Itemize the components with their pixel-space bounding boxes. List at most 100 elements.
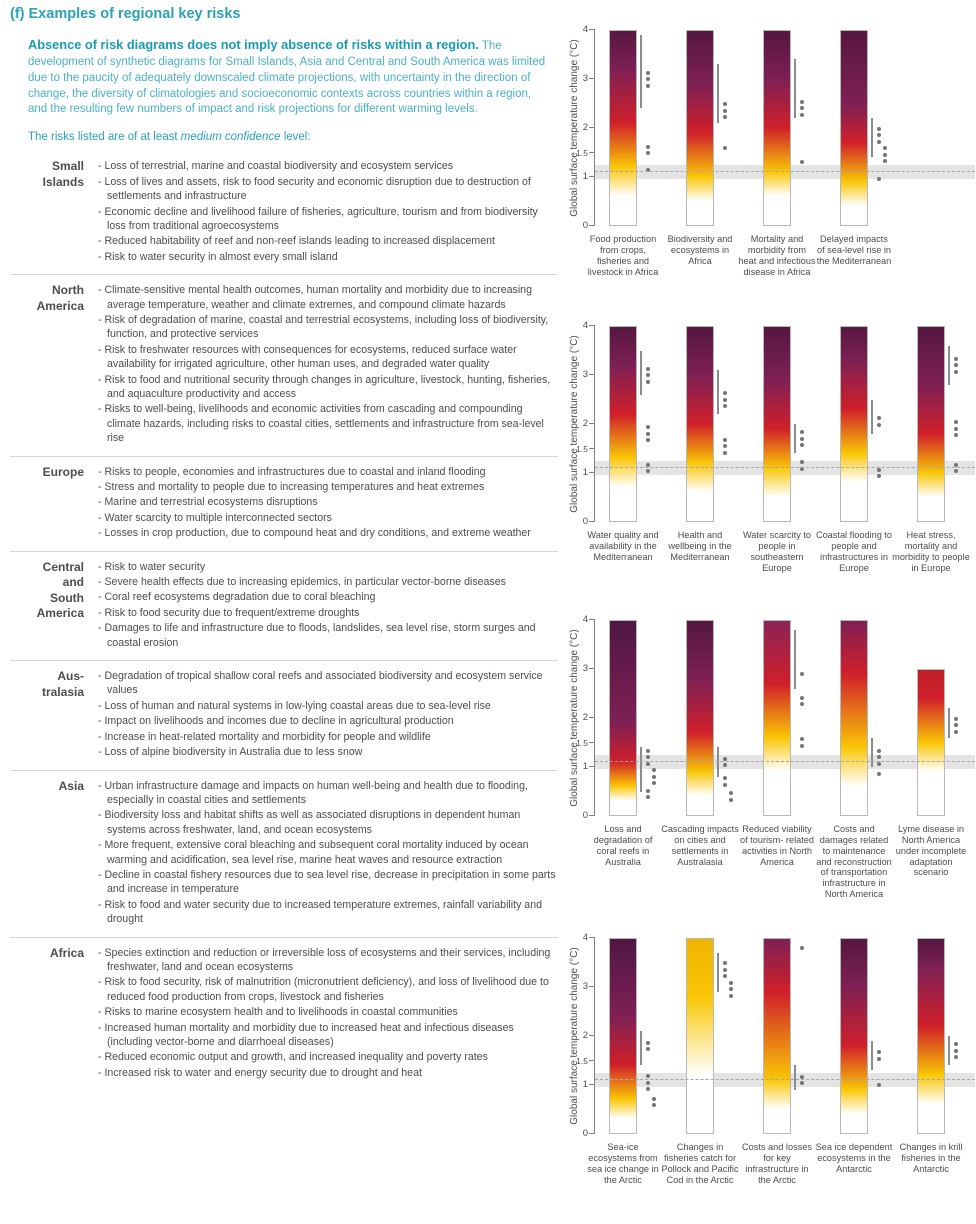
risk-item: Increased human mortality and morbidity … [98,1021,558,1050]
figure-title: (f) Examples of regional key risks [10,6,241,22]
confidence-dot [646,425,650,430]
confidence-dot [877,467,881,472]
axis-tick-label: 0 [582,516,588,527]
risk-item: Risk to food and water security due to i… [98,898,558,927]
confidence-dot [954,1048,958,1053]
risk-item: Loss of terrestrial, marine and coastal … [98,159,558,173]
axis-tick [589,127,595,128]
risk-item: Risks to people, economies and infrastru… [98,465,558,479]
transition-range-line [948,1036,950,1066]
risk-item: Biodiversity loss and habitat shifts as … [98,808,558,837]
confidence-dot [877,1050,881,1055]
axis-tick [589,1133,595,1134]
axis-tick-label: 4 [582,614,588,625]
confidence-dot [954,433,958,438]
confidence-dot [646,469,650,474]
ember-bar [609,620,637,816]
region-block-australasia: Aus- tralasia Degradation of tropical sha… [10,660,558,769]
transition-range-line [640,350,642,395]
risk-item: Coral reef ecosystems degradation due to… [98,590,558,604]
axis-tick [589,78,595,79]
axis-tick-label: 2 [582,712,588,723]
plot-area: 0 1 1.5 2 3 4 Sea-ice ecosystems from sea ice … [576,933,975,1185]
risk-item: Risk to food and nutritional security th… [98,373,558,402]
risk-item: Marine and terrestrial ecosystems disrup… [98,495,558,509]
ember-bar [840,938,868,1134]
risk-item: Increase in heat-related mortality and m… [98,730,558,744]
axis-tick-label: 0 [582,220,588,231]
ember-bar [840,30,868,226]
risk-item: Risk to food security due to frequent/ex… [98,606,558,620]
region-name: Asia [58,778,84,793]
confidence-dot [954,363,958,368]
confidence-dot [729,791,733,796]
region-name: Small Islands [42,159,84,189]
confidence-dot [646,373,650,377]
risk-item: Impact on livelihoods and incomes due to… [98,714,558,728]
ember-panel-3: Global surface temperature change (°C) 0 1… [556,612,976,906]
ember-label: Coastal flooding to people and infrastru… [815,530,893,573]
confidence-dot [723,961,727,966]
axis-tick [589,521,595,522]
axis-tick [589,374,595,375]
ember-bar [917,938,945,1134]
confidence-dot [800,737,804,742]
confidence-dot [954,1042,958,1047]
axis-tick-label: 3 [582,981,588,992]
axis-tick [589,741,595,743]
axis-tick-label: 1 [582,171,588,182]
risk-item: Stress and mortality to people due to in… [98,480,558,494]
axis-tick-label: 1.5 [576,1055,588,1066]
confidence-dot [646,1074,650,1079]
risk-item: More frequent, extensive coral bleaching… [98,838,558,867]
confidence-dot [954,729,958,734]
ember-label: Cascading impacts on cities and settleme… [661,824,739,867]
axis-tick [589,937,595,938]
transition-range-line [794,1065,796,1090]
confidence-dot [800,743,804,748]
confidence-dot [646,795,650,800]
confidence-dot [800,112,804,117]
axis-tick-label: 1 [582,467,588,478]
region-name: Africa [49,945,84,960]
risk-item: Loss of lives and assets, risk to food s… [98,175,558,204]
confidence-dot [652,768,656,773]
plot-area: 0 1 1.5 2 3 4 Water quality and availability i… [576,321,975,573]
confidence-dot [877,177,881,182]
axis-tick [589,151,595,153]
ember-label: Costs and damages related to maintenance… [816,824,892,900]
ember-label: Sea-ice ecosystems from sea ice change i… [587,1142,659,1185]
ember-label: Changes in fisheries catch for Pollock a… [661,1142,739,1185]
confidence-dot [800,466,804,471]
ember-label: Lyme disease in North America under inco… [895,824,967,878]
confidence-dot [646,438,650,443]
confidence-dot [723,437,727,442]
axis-tick-label: 1.5 [576,443,588,454]
confidence-dot [646,1047,650,1052]
risk-item: Climate-sensitive mental health outcomes… [98,283,558,312]
confidence-dot [954,426,958,431]
confidence-dot [723,763,727,768]
axis-tick [589,668,595,669]
confidence-dot [723,391,727,395]
ember-bar [763,326,791,522]
confidence-dot [646,83,650,88]
confidence-dot [877,772,881,777]
ember-label: Costs and losses for key infrastructure … [742,1142,812,1185]
confidence-dot [954,1055,958,1060]
risk-item: Reduced economic output and growth, and … [98,1050,558,1064]
confidence-dot [883,146,887,151]
confidence-dot [877,133,881,138]
confidence-dot [883,159,887,164]
confidence-dot [800,945,804,950]
risk-item: Damages to life and infrastructure due t… [98,621,558,650]
axis-tick [589,325,595,326]
confidence-dot [723,145,727,150]
confidence-dot [723,974,727,979]
risk-item: Risk to water security in almost every s… [98,250,558,264]
axis-tick [589,1035,595,1036]
ember-bar [763,620,791,816]
confidence-dot [646,167,650,172]
transition-range-line [948,708,950,738]
region-block-central-and-south-america: Central and South America Risk to water s… [10,550,558,660]
